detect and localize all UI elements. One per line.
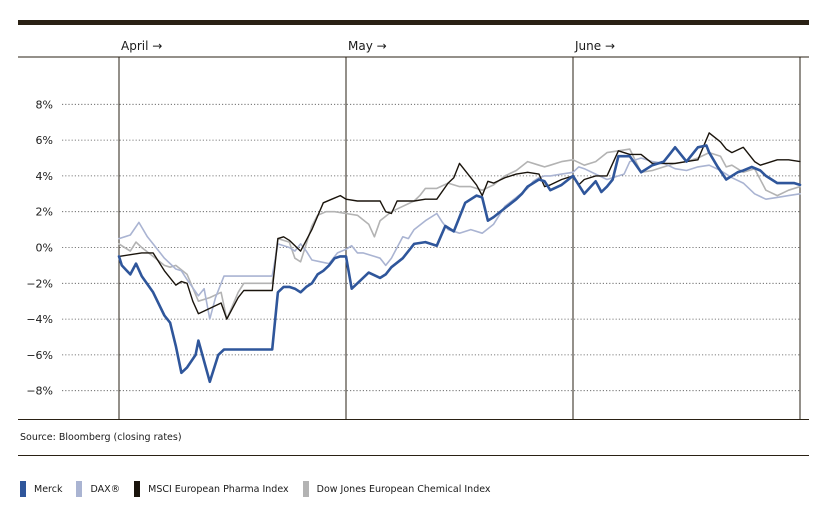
legend-swatch-merck [20, 481, 26, 497]
y-tick-label: 0% [36, 242, 53, 255]
month-label: June → [574, 39, 615, 53]
series-lines [117, 132, 802, 384]
legend-swatch-dj [302, 481, 309, 497]
series-line-merck [117, 144, 802, 384]
y-tick-label: −2% [26, 277, 53, 290]
legend-item-dj: Dow Jones European Chemical Index [302, 481, 491, 497]
legend-label-merck: Merck [34, 483, 63, 495]
month-markers: April → May → June → [118, 39, 801, 419]
gridlines [62, 103, 800, 392]
legend-item-msci: MSCI European Pharma Index [134, 481, 289, 497]
month-label: April → [121, 39, 162, 53]
y-tick-label: 2% [36, 206, 53, 219]
legend: Merck DAX® MSCI European Pharma Index Do… [20, 481, 505, 497]
legend-item-merck: Merck [20, 481, 62, 497]
source-note: Source: Bloomberg (closing rates) [20, 432, 182, 443]
legend-label-dj: Dow Jones European Chemical Index [316, 483, 491, 495]
y-tick-label: 6% [36, 134, 53, 147]
y-tick-label: −6% [26, 349, 53, 362]
series-line-dax [118, 157, 801, 320]
y-tick-label: −4% [26, 313, 53, 326]
legend-label-dax: DAX® [90, 483, 121, 495]
month-label: May → [348, 39, 387, 53]
series-line-msci [118, 132, 801, 320]
y-tick-label: 4% [36, 170, 53, 183]
legend-swatch-msci [134, 481, 141, 497]
legend-swatch-dax [76, 481, 83, 497]
series-line-dj [118, 148, 801, 320]
legend-item-dax: DAX® [76, 481, 120, 497]
top-rule [18, 20, 809, 25]
legend-label-msci: MSCI European Pharma Index [148, 483, 289, 495]
y-tick-label: −8% [26, 385, 53, 398]
y-tick-label: 8% [36, 98, 53, 111]
y-axis: 8% 6% 4% 2% 0% −2% −4% −6% −8% [26, 98, 53, 397]
